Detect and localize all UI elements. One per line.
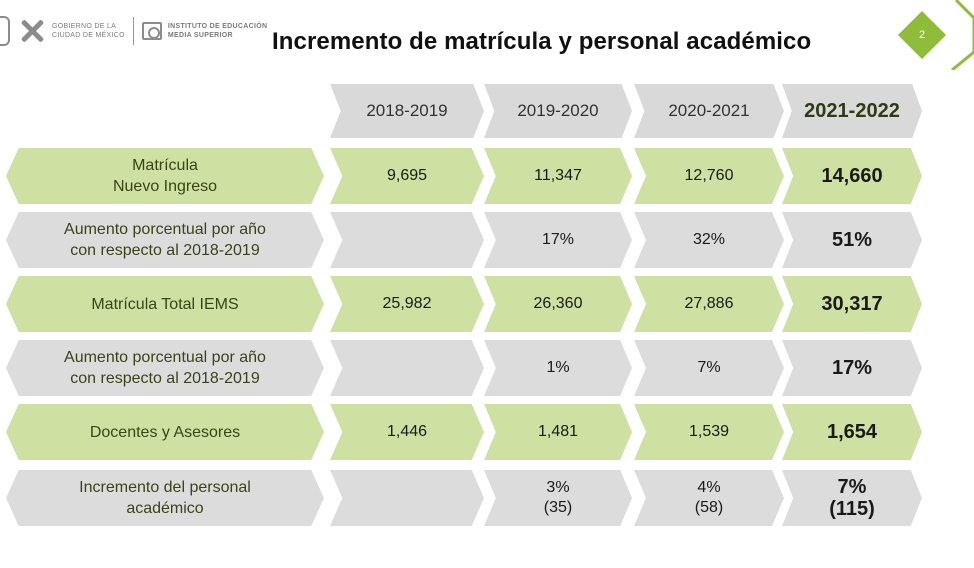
- cell-r5-c1: 1,446: [330, 404, 484, 460]
- cell-subvalue: (35): [543, 499, 573, 516]
- page-number: 2: [918, 29, 926, 41]
- row-label-line-1: Aumento porcentual por año: [64, 221, 266, 238]
- cell-value: 1,654: [826, 421, 878, 443]
- cell-r1-c3: 12,760: [634, 148, 784, 204]
- row-label-line-1: Matrícula Total IEMS: [91, 295, 239, 313]
- row-label-3: Matrícula Total IEMS: [6, 276, 324, 332]
- cell-r2-c2: 17%: [484, 212, 632, 268]
- cell-value: 4%: [697, 479, 721, 496]
- column-header-2: 2019-2020: [484, 84, 632, 138]
- row-label-line-2: con respecto al 2018-2019: [70, 370, 260, 387]
- partial-logo-icon: [0, 16, 10, 46]
- cell-r6-c1: [330, 470, 484, 526]
- row-label-6: Incremento del personal académico: [6, 470, 324, 526]
- cell-r1-c1: 9,695: [330, 148, 484, 204]
- cell-r4-c3: 7%: [634, 340, 784, 396]
- cell-r5-c4: 1,654: [782, 404, 922, 460]
- cell-r2-c4: 51%: [782, 212, 922, 268]
- gov-logo-text: GOBIERNO DE LA CIUDAD DE MÉXICO: [52, 22, 125, 40]
- cell-value: 11,347: [534, 167, 582, 184]
- cell-r1-c4: 14,660: [782, 148, 922, 204]
- inst-line-2: MEDIA SUPERIOR: [167, 32, 233, 39]
- cell-value: 12,760: [684, 167, 734, 184]
- row-label-line-1: Incremento del personal: [79, 479, 251, 496]
- cell-value: 26,360: [533, 295, 583, 312]
- cell-r3-c4: 30,317: [782, 276, 922, 332]
- cell-value: 14,660: [821, 165, 883, 187]
- cell-value: 1,539: [688, 423, 730, 440]
- row-label-4: Aumento porcentual por año con respecto a…: [6, 340, 324, 396]
- cell-value: 7%: [697, 359, 721, 376]
- cell-value: 7%: [837, 476, 867, 498]
- cell-subvalue: (58): [694, 499, 724, 516]
- gov-line-1: GOBIERNO DE LA: [52, 23, 117, 30]
- cell-value: 1,446: [386, 423, 428, 440]
- cell-value: 1,481: [537, 423, 579, 440]
- cell-r3-c2: 26,360: [484, 276, 632, 332]
- inst-line-1: INSTITUTO DE EDUCACIÓN: [167, 23, 268, 30]
- cell-r6-c4: 7% (115): [782, 470, 922, 526]
- row-label-line-1: Docentes y Asesores: [89, 423, 241, 441]
- cell-r3-c1: 25,982: [330, 276, 484, 332]
- cell-r5-c3: 1,539: [634, 404, 784, 460]
- logo-bar: GOBIERNO DE LA CIUDAD DE MÉXICO INSTITUT…: [0, 14, 267, 48]
- cell-r5-c2: 1,481: [484, 404, 632, 460]
- cdmx-logo-icon: [18, 17, 46, 45]
- row-label-line-2: con respecto al 2018-2019: [70, 242, 260, 259]
- iems-logo-text: INSTITUTO DE EDUCACIÓN MEDIA SUPERIOR: [168, 22, 267, 40]
- cell-value: 3%: [546, 479, 570, 496]
- cell-value: 27,886: [684, 295, 734, 312]
- page-number-badge: 2: [897, 10, 947, 60]
- row-label-2: Aumento porcentual por año con respecto a…: [6, 212, 324, 268]
- row-label-line-2: académico: [126, 500, 204, 517]
- cell-r3-c3: 27,886: [634, 276, 784, 332]
- column-header-3: 2020-2021: [634, 84, 784, 138]
- row-label-line-1: Aumento porcentual por año: [64, 349, 266, 366]
- row-label-1: Matrícula Nuevo Ingreso: [6, 148, 324, 204]
- cell-subvalue: (115): [829, 498, 875, 520]
- gov-line-2: CIUDAD DE MÉXICO: [52, 32, 125, 39]
- column-header-1: 2018-2019: [330, 84, 484, 138]
- cell-value: 1%: [546, 359, 570, 376]
- iems-logo-icon: [141, 22, 162, 40]
- cell-value: 25,982: [382, 295, 432, 312]
- row-label-line-2: Nuevo Ingreso: [112, 178, 218, 195]
- logo-divider: [132, 17, 134, 45]
- cell-r4-c2: 1%: [484, 340, 632, 396]
- cell-r6-c2: 3% (35): [484, 470, 632, 526]
- cell-value: 32%: [692, 231, 726, 248]
- cell-value: 9,695: [386, 167, 428, 184]
- cell-value: 51%: [831, 229, 873, 251]
- cell-r4-c4: 17%: [782, 340, 922, 396]
- cell-r4-c1: [330, 340, 484, 396]
- corner-chevron-icon: [951, 0, 974, 70]
- cell-r1-c2: 11,347: [484, 148, 632, 204]
- cell-value: 17%: [541, 231, 575, 248]
- cell-r2-c1: [330, 212, 484, 268]
- row-label-5: Docentes y Asesores: [6, 404, 324, 460]
- row-label-line-1: Matrícula: [132, 157, 198, 174]
- cell-r6-c3: 4% (58): [634, 470, 784, 526]
- cell-r2-c3: 32%: [634, 212, 784, 268]
- column-header-4: 2021-2022: [782, 84, 922, 138]
- cell-value: 30,317: [821, 293, 883, 315]
- cell-value: 17%: [831, 357, 873, 379]
- page-title: Incremento de matrícula y personal acadé…: [272, 28, 812, 55]
